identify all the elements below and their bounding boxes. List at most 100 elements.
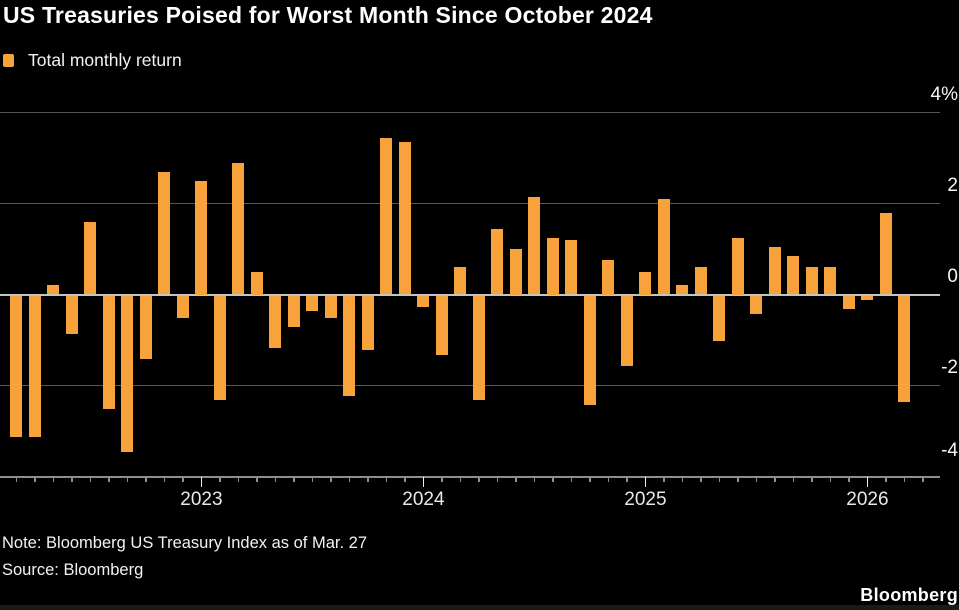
bar-oct-2025: [805, 267, 818, 295]
month-tick: [533, 476, 536, 482]
month-tick: [367, 476, 369, 482]
x-axis-label-2024: 2024: [402, 489, 445, 510]
gridline-4: [0, 111, 940, 113]
month-tick: [515, 476, 517, 482]
month-tick: [89, 476, 92, 482]
year-tick: [866, 476, 869, 487]
bar-aug-2025: [768, 246, 781, 295]
y-axis-label-4: 4%: [930, 84, 958, 105]
bar-jan-2025: [639, 271, 652, 295]
bar-jan-2024: [417, 295, 430, 307]
bar-jul-2023: [306, 295, 319, 312]
bar-dec-2023: [398, 142, 411, 295]
bar-may-2022: [47, 285, 60, 295]
year-tick: [422, 476, 425, 487]
month-tick: [589, 476, 591, 482]
y-axis-label--2: -2: [941, 357, 958, 378]
bar-jun-2023: [287, 295, 300, 328]
bar-oct-2022: [139, 295, 152, 360]
gridline-0: [0, 293, 940, 296]
x-axis-label-2025: 2025: [624, 489, 667, 510]
month-tick: [848, 476, 850, 482]
month-tick: [15, 476, 18, 482]
bar-nov-2024: [602, 260, 615, 295]
month-tick: [34, 476, 36, 482]
bar-nov-2025: [824, 267, 837, 295]
month-tick: [478, 476, 480, 482]
bar-dec-2024: [620, 295, 633, 367]
month-tick: [681, 476, 684, 482]
y-axis-label-0: 0: [947, 266, 958, 287]
month-tick: [903, 476, 906, 482]
month-tick: [404, 476, 406, 482]
bar-aug-2022: [102, 295, 115, 410]
bloomberg-logo: Bloomberg: [860, 585, 958, 605]
bar-oct-2023: [361, 295, 374, 351]
bar-sep-2023: [343, 295, 356, 396]
month-tick: [922, 476, 924, 482]
bar-aug-2023: [324, 295, 337, 319]
bar-may-2025: [713, 295, 726, 341]
month-tick: [126, 476, 129, 482]
legend: Total monthly return: [3, 50, 182, 70]
month-tick: [441, 476, 443, 482]
bar-jul-2025: [750, 295, 763, 314]
month-tick: [108, 476, 110, 482]
month-tick: [737, 476, 739, 482]
bar-feb-2024: [435, 295, 448, 355]
x-axis-label-2026: 2026: [846, 489, 889, 510]
bar-apr-2023: [250, 271, 263, 295]
bar-mar-2022: [10, 295, 23, 437]
bar-sep-2024: [565, 239, 578, 295]
bar-jan-2026: [861, 295, 874, 301]
chart-title: US Treasuries Poised for Worst Month Sin…: [3, 2, 653, 28]
bar-jul-2022: [84, 221, 97, 295]
month-tick: [348, 476, 351, 482]
bar-mar-2023: [232, 162, 245, 295]
bar-mar-2025: [676, 285, 689, 295]
month-tick: [219, 476, 221, 482]
month-tick: [496, 476, 499, 482]
bar-jan-2023: [195, 180, 208, 295]
month-tick: [700, 476, 702, 482]
bar-jun-2024: [509, 249, 522, 295]
month-tick: [552, 476, 554, 482]
bar-nov-2022: [158, 171, 171, 295]
bar-jun-2022: [65, 295, 78, 335]
month-tick: [71, 476, 73, 482]
bar-aug-2024: [546, 237, 559, 295]
legend-swatch-icon: [3, 53, 14, 67]
month-tick: [293, 476, 295, 482]
month-tick: [755, 476, 758, 482]
bar-dec-2022: [176, 295, 189, 319]
month-tick: [52, 476, 55, 482]
x-axis-line: [0, 476, 940, 478]
source-text: Source: Bloomberg: [2, 561, 144, 579]
month-tick: [145, 476, 147, 482]
bar-dec-2025: [842, 295, 855, 310]
bar-chart-plot-area: 4% 2 0 -2 -4 2023 2024 2025 2026: [0, 84, 958, 510]
month-tick: [330, 476, 332, 482]
bar-feb-2026: [879, 212, 892, 295]
month-tick: [607, 476, 610, 482]
month-tick: [385, 476, 388, 482]
month-tick: [237, 476, 240, 482]
month-tick: [311, 476, 314, 482]
month-tick: [792, 476, 795, 482]
month-tick: [274, 476, 277, 482]
gridline--2: [0, 384, 940, 386]
bar-may-2023: [269, 295, 282, 348]
note-text: Note: Bloomberg US Treasury Index as of …: [2, 534, 368, 552]
bar-jul-2024: [528, 196, 541, 295]
bar-apr-2022: [28, 295, 41, 437]
bar-sep-2022: [121, 295, 134, 453]
bar-may-2024: [491, 228, 504, 295]
bar-apr-2024: [472, 295, 485, 401]
gridline-2: [0, 202, 940, 204]
month-tick: [829, 476, 832, 482]
bar-nov-2023: [380, 137, 393, 295]
bar-feb-2025: [657, 198, 670, 295]
month-tick: [570, 476, 573, 482]
month-tick: [256, 476, 258, 482]
